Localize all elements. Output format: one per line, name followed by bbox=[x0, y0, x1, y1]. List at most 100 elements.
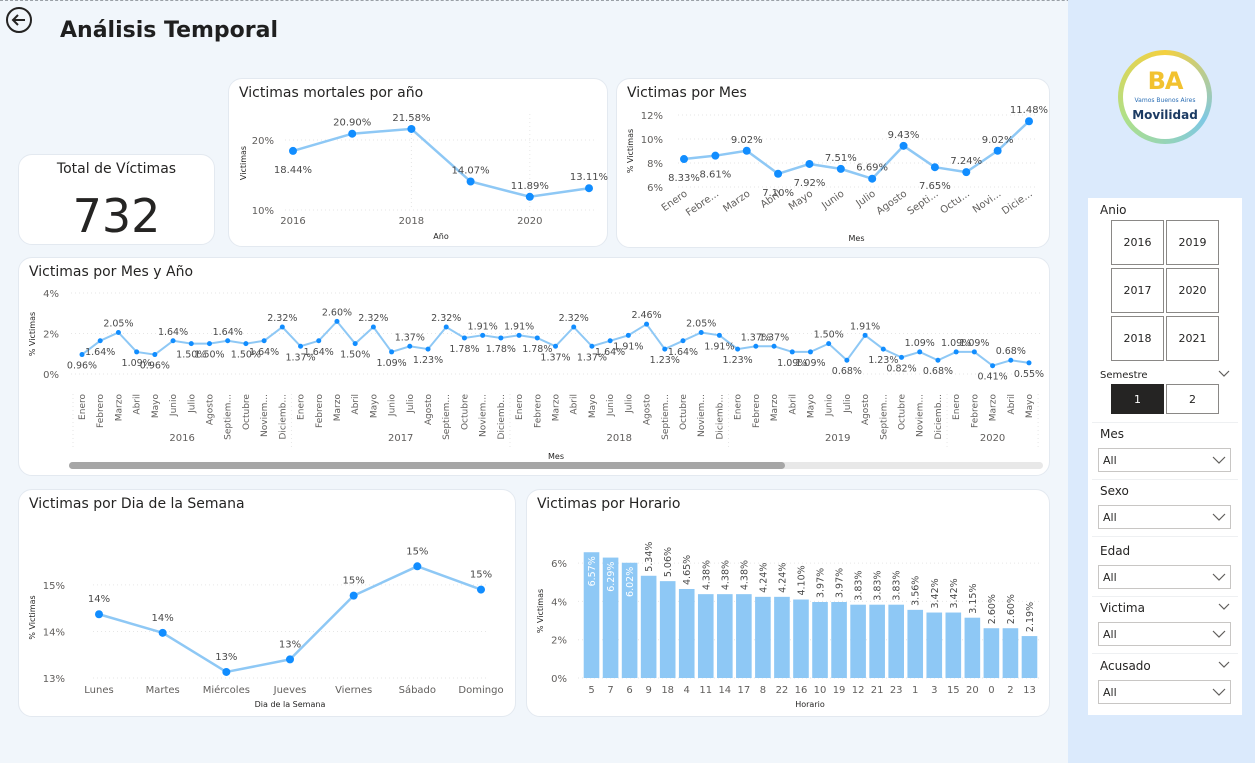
data-point bbox=[79, 352, 85, 358]
data-point bbox=[917, 349, 923, 355]
data-point bbox=[158, 628, 167, 637]
data-label: 1.37% bbox=[540, 352, 570, 363]
x-tick-label: 16 bbox=[795, 685, 808, 696]
data-point bbox=[152, 352, 158, 358]
data-label: 4.65% bbox=[682, 555, 693, 585]
x-tick-label: Febrero bbox=[315, 394, 325, 428]
data-label: 1.09% bbox=[959, 338, 989, 349]
bar bbox=[659, 581, 676, 678]
chevron-down-icon[interactable] bbox=[1218, 370, 1230, 378]
year-tile-2017[interactable]: 2017 bbox=[1111, 268, 1164, 313]
x-tick-label: Octu... bbox=[939, 188, 972, 216]
data-label: 13% bbox=[215, 652, 237, 663]
data-point bbox=[480, 332, 486, 338]
data-label: 9.43% bbox=[888, 130, 920, 141]
data-label: 2.32% bbox=[267, 313, 297, 324]
data-point bbox=[935, 357, 941, 363]
x-tick-label: Marzo bbox=[333, 394, 343, 422]
data-label: 1.50% bbox=[814, 330, 844, 341]
data-point bbox=[789, 349, 795, 355]
data-label: 8.33% bbox=[668, 173, 700, 184]
bar bbox=[945, 612, 962, 678]
data-label: 3.42% bbox=[930, 578, 941, 608]
data-label: 1.64% bbox=[158, 327, 188, 338]
data-label: 14% bbox=[152, 613, 174, 624]
x-tick-label: 5 bbox=[588, 685, 594, 696]
slicer-label-acusado: Acusado bbox=[1100, 659, 1151, 673]
data-label: 0.68% bbox=[923, 366, 953, 377]
bar bbox=[640, 575, 657, 678]
data-label: 15% bbox=[343, 576, 365, 587]
data-point bbox=[225, 338, 231, 344]
scrollbar-thumb[interactable] bbox=[69, 462, 785, 469]
semestre-option-1[interactable]: 1 bbox=[1111, 384, 1164, 414]
kpi-card: Total de Víctimas 732 bbox=[18, 154, 215, 245]
data-label: 6.29% bbox=[606, 562, 617, 592]
data-point bbox=[466, 177, 475, 186]
data-label: 1.50% bbox=[340, 350, 370, 361]
data-label: 8.61% bbox=[699, 170, 731, 181]
data-point bbox=[868, 174, 877, 183]
chevron-down-icon[interactable] bbox=[1218, 661, 1230, 669]
edad-dropdown[interactable]: All bbox=[1098, 565, 1231, 589]
data-point bbox=[279, 324, 285, 330]
data-point bbox=[662, 346, 668, 352]
data-point bbox=[993, 146, 1002, 155]
data-point bbox=[971, 349, 977, 355]
data-label: 9.02% bbox=[731, 135, 763, 146]
horizontal-scrollbar[interactable] bbox=[69, 462, 1043, 469]
bar bbox=[812, 602, 828, 678]
x-tick-label: Jueves bbox=[273, 685, 307, 696]
x-axis-title: Mes bbox=[849, 234, 865, 243]
chart-title-weekday: Victimas por Dia de la Semana bbox=[29, 496, 245, 512]
year-tile-2016[interactable]: 2016 bbox=[1111, 220, 1164, 265]
data-point bbox=[680, 338, 686, 344]
x-tick-label: Septiem... bbox=[224, 394, 234, 440]
data-label: 1.50% bbox=[194, 350, 224, 361]
y-tick-label: 2% bbox=[43, 330, 59, 341]
x-tick-label: 18 bbox=[661, 685, 674, 696]
year-tile-2019[interactable]: 2019 bbox=[1166, 220, 1219, 265]
y-tick-label: 13% bbox=[43, 674, 65, 685]
x-tick-label: 3 bbox=[931, 685, 937, 696]
edad-dropdown-value: All bbox=[1103, 571, 1117, 584]
semestre-option-2[interactable]: 2 bbox=[1166, 384, 1219, 414]
data-label: 1.91% bbox=[613, 341, 643, 352]
x-group-label: 2020 bbox=[980, 433, 1005, 444]
x-tick-label: Miércoles bbox=[203, 684, 250, 696]
divider bbox=[1092, 653, 1238, 654]
data-label: 1.23% bbox=[413, 355, 443, 366]
chevron-down-icon[interactable] bbox=[1218, 603, 1230, 611]
data-point bbox=[97, 338, 103, 344]
data-label: 1.64% bbox=[595, 347, 625, 358]
back-arrow-icon[interactable] bbox=[5, 6, 33, 34]
x-tick-label: 4 bbox=[684, 685, 690, 696]
year-tile-2018[interactable]: 2018 bbox=[1111, 316, 1164, 361]
data-label: 3.83% bbox=[873, 570, 884, 600]
y-tick-label: 14% bbox=[43, 627, 65, 638]
data-point bbox=[742, 146, 751, 155]
chevron-down-icon bbox=[1212, 513, 1226, 521]
year-tile-2021[interactable]: 2021 bbox=[1166, 316, 1219, 361]
x-group-label: 2017 bbox=[388, 433, 413, 444]
top-divider bbox=[0, 0, 1255, 1]
x-tick-label: Junio bbox=[388, 394, 398, 418]
data-label: 0.68% bbox=[832, 366, 862, 377]
mes-dropdown[interactable]: All bbox=[1098, 448, 1231, 472]
year-tile-2020[interactable]: 2020 bbox=[1166, 268, 1219, 313]
bar bbox=[678, 588, 695, 678]
x-tick-label: Junio bbox=[606, 394, 616, 418]
y-tick-label: 4% bbox=[43, 289, 59, 300]
sexo-dropdown[interactable]: All bbox=[1098, 505, 1231, 529]
x-tick-label: Marzo bbox=[721, 188, 752, 214]
x-tick-label: Mayo bbox=[369, 394, 379, 419]
bar bbox=[583, 552, 600, 678]
bar bbox=[1002, 628, 1019, 678]
acusado-dropdown[interactable]: All bbox=[1098, 680, 1231, 704]
data-point bbox=[644, 321, 650, 327]
victima-dropdown[interactable]: All bbox=[1098, 622, 1231, 646]
bar bbox=[831, 602, 847, 678]
data-label: 6.02% bbox=[625, 567, 636, 597]
data-point bbox=[334, 318, 340, 324]
data-label: 3.56% bbox=[911, 576, 922, 606]
